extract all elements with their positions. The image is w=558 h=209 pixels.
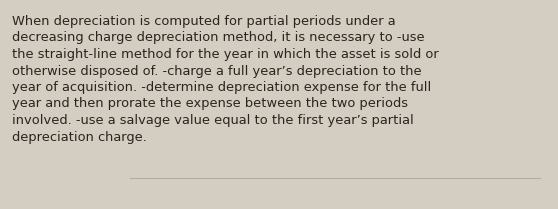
Text: When depreciation is computed for partial periods under a
decreasing charge depr: When depreciation is computed for partia… [12,15,439,144]
